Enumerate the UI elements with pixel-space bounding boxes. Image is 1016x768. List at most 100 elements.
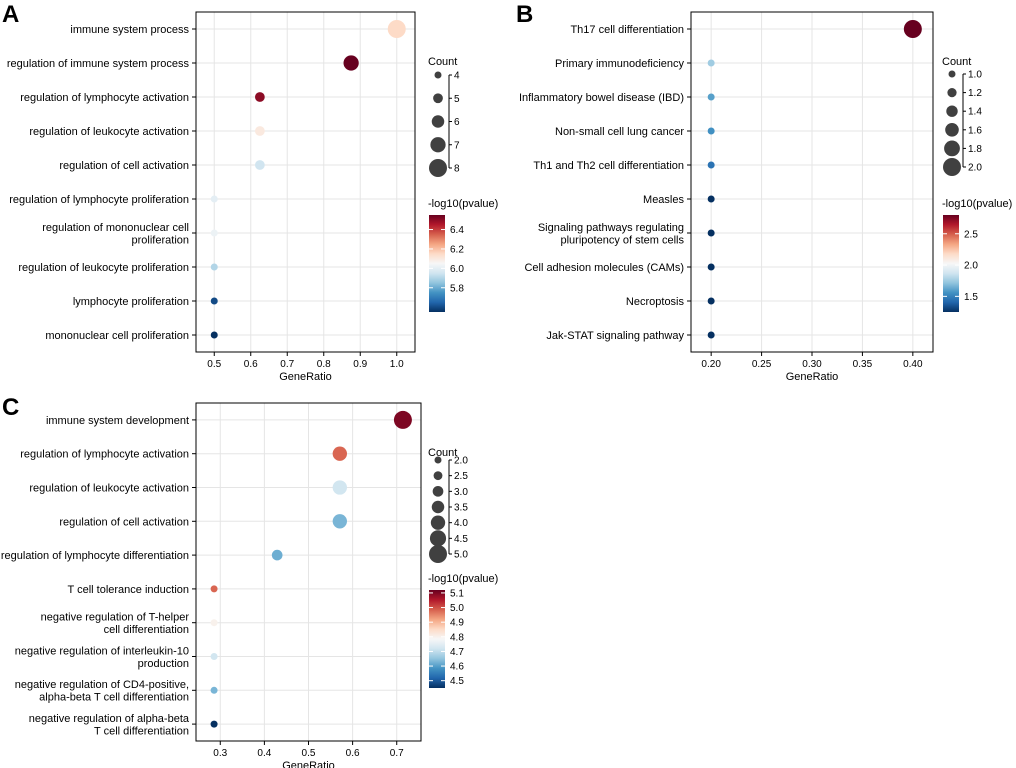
color-legend-bar — [429, 590, 445, 688]
size-legend-label: 5.0 — [454, 550, 468, 561]
size-legend-dot — [946, 105, 958, 117]
size-legend-dot — [429, 530, 447, 547]
color-legend-label: 5.8 — [450, 283, 464, 294]
y-tick-label: negative regulation of interleukin-10 pro… — [15, 645, 189, 670]
size-legend-label: 2.0 — [454, 456, 468, 467]
data-point — [210, 297, 218, 305]
size-legend-dot — [433, 93, 443, 104]
color-legend-label: 1.5 — [964, 292, 978, 303]
size-legend-dot — [948, 70, 956, 78]
y-tick-label: Primary immunodeficiency — [555, 58, 684, 70]
y-tick-label: immune system process — [70, 24, 189, 36]
y-tick-label: regulation of leukocyte activation — [29, 126, 189, 138]
data-point — [343, 55, 359, 71]
color-legend-label: 4.6 — [450, 662, 464, 673]
size-legend-dot — [430, 137, 446, 153]
size-legend-title: Count — [428, 56, 457, 68]
color-legend-bar — [943, 215, 959, 312]
y-tick-label: negative regulation of CD4-positive, alph… — [15, 679, 189, 704]
color-legend-title: -log10(pvalue) — [428, 573, 498, 585]
panel-b: B Th17 cell differentiation Primary immuno… — [516, 1, 1012, 383]
y-tick-label: regulation of cell activation — [59, 160, 189, 172]
x-axis-title: GeneRatio — [282, 760, 335, 768]
size-legend-dot — [944, 140, 960, 157]
x-tick-label: 0.5 — [302, 748, 316, 759]
y-tick-label: regulation of lymphocyte differentiation — [1, 550, 189, 562]
x-tick-label: 0.4 — [257, 748, 271, 759]
size-legend-label: 7 — [454, 140, 460, 151]
y-tick-label: regulation of lymphocyte activation — [20, 449, 189, 461]
size-legend-dot — [947, 88, 957, 98]
data-point — [707, 297, 715, 305]
y-tick-label: Th17 cell differentiation — [570, 24, 684, 36]
x-axis-title: GeneRatio — [786, 371, 839, 383]
x-tick-label: 0.7 — [280, 359, 294, 370]
y-tick-label: regulation of cell activation — [59, 516, 189, 528]
data-point — [332, 514, 347, 529]
data-point — [210, 585, 218, 593]
size-legend-label: 8 — [454, 164, 460, 175]
data-point — [707, 93, 715, 101]
y-tick-label: negative regulation of alpha-beta T cell … — [29, 713, 190, 738]
y-tick-label: regulation of leukocyte proliferation — [18, 262, 189, 274]
data-point — [707, 161, 715, 169]
data-point — [332, 480, 347, 495]
x-tick-label: 0.20 — [701, 359, 721, 370]
data-point — [707, 263, 715, 271]
color-legend-label: 6.2 — [450, 244, 464, 255]
x-tick-label: 0.8 — [317, 359, 331, 370]
x-axis-title: GeneRatio — [279, 371, 332, 383]
color-legend-label: 2.5 — [964, 229, 978, 240]
y-tick-label: Measles — [643, 194, 684, 206]
color-legend-label: 2.0 — [964, 261, 978, 272]
size-legend-label: 6 — [454, 117, 460, 128]
y-tick-label: Jak-STAT signaling pathway — [546, 330, 684, 342]
data-point — [210, 195, 218, 203]
x-tick-label: 0.7 — [390, 748, 404, 759]
color-legend-label: 6.0 — [450, 264, 464, 275]
data-point — [210, 331, 218, 339]
size-legend-dot — [433, 471, 443, 481]
x-tick-label: 0.40 — [903, 359, 923, 370]
data-point — [707, 127, 715, 135]
size-legend-label: 3.5 — [454, 503, 468, 514]
size-legend-label: 4.0 — [454, 518, 468, 529]
data-point — [210, 619, 218, 627]
color-legend-label: 4.8 — [450, 632, 464, 643]
panel-label: C — [2, 394, 19, 421]
x-tick-label: 0.25 — [752, 359, 772, 370]
color-legend-label: 4.7 — [450, 647, 464, 658]
y-tick-label: Inflammatory bowel disease (IBD) — [519, 92, 684, 104]
size-legend-label: 1.4 — [968, 107, 982, 118]
size-legend-dot — [431, 500, 445, 514]
y-tick-label: Cell adhesion molecules (CAMs) — [524, 262, 684, 274]
y-tick-label: regulation of lymphocyte proliferation — [9, 194, 189, 206]
plot-frame — [195, 11, 416, 353]
data-point — [210, 653, 218, 660]
size-legend-dot — [945, 123, 959, 137]
data-point — [387, 20, 406, 38]
size-legend-dot — [432, 486, 444, 497]
size-legend-dot — [429, 159, 447, 177]
y-tick-label: Signaling pathways regulating pluripotenc… — [538, 222, 685, 247]
y-tick-label: regulation of mononuclear cell proliferat… — [42, 222, 189, 247]
y-tick-label: Non-small cell lung cancer — [555, 126, 684, 138]
size-legend-label: 4 — [454, 71, 460, 82]
data-point — [255, 92, 265, 102]
y-tick-label: T cell tolerance induction — [68, 584, 189, 596]
size-legend-dot — [430, 515, 446, 530]
data-point — [332, 446, 347, 461]
panel-label: A — [2, 1, 19, 28]
size-legend-label: 1.2 — [968, 88, 982, 99]
data-point — [707, 59, 715, 67]
color-legend-label: 5.1 — [450, 588, 464, 599]
y-tick-label: regulation of leukocyte activation — [29, 483, 189, 495]
data-point — [707, 229, 715, 237]
data-point — [903, 20, 922, 38]
y-tick-label: lymphocyte proliferation — [73, 296, 189, 308]
size-legend-dot — [431, 115, 445, 128]
color-legend-label: 6.4 — [450, 225, 464, 236]
color-legend-label: 4.5 — [450, 676, 464, 687]
